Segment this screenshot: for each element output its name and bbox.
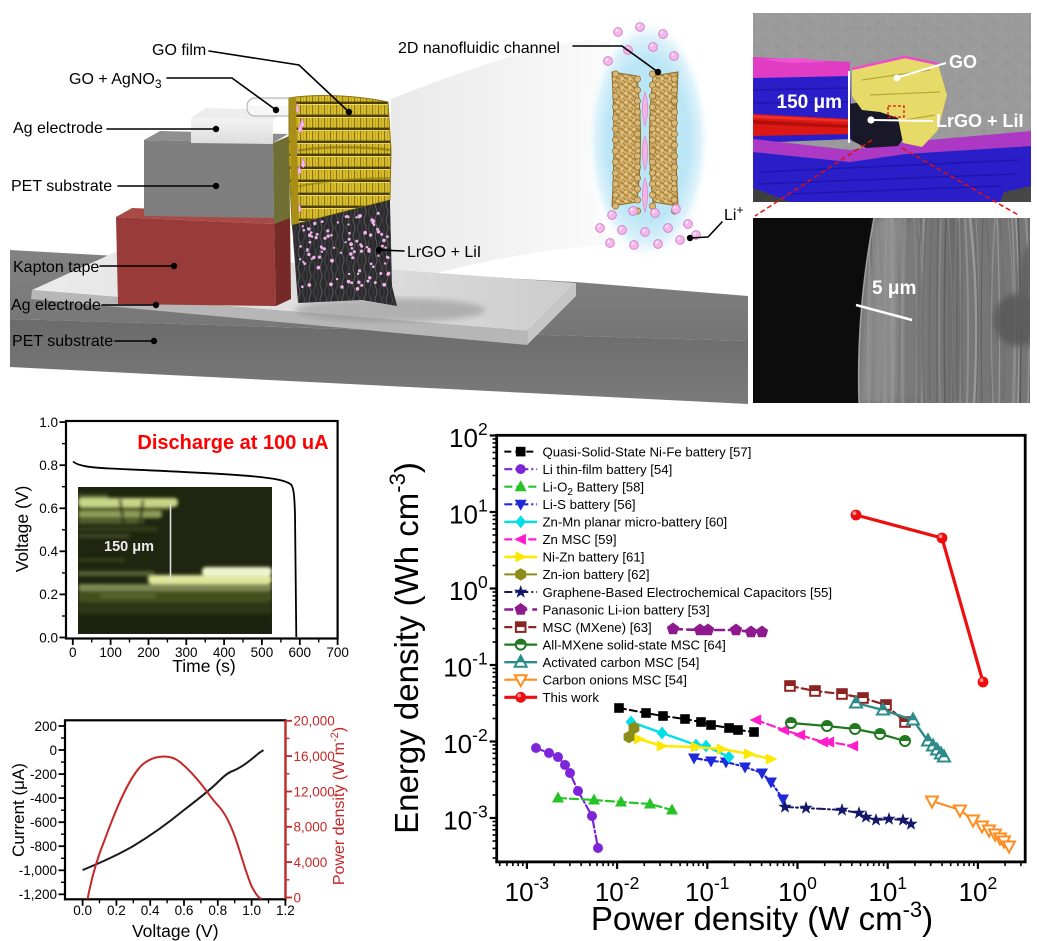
- svg-text:-200: -200: [30, 767, 57, 782]
- svg-text:-400: -400: [30, 791, 57, 806]
- svg-text:0.8: 0.8: [39, 458, 58, 473]
- svg-text:12,000: 12,000: [294, 784, 335, 799]
- svg-text:150 μm: 150 μm: [104, 539, 154, 555]
- svg-text:-600: -600: [30, 815, 57, 830]
- svg-text:1.0: 1.0: [39, 415, 58, 430]
- svg-text:1.0: 1.0: [242, 903, 261, 918]
- svg-text:Zn-ion battery [62]: Zn-ion battery [62]: [543, 567, 650, 582]
- svg-text:GO film: GO film: [152, 42, 206, 59]
- svg-text:0.6: 0.6: [39, 501, 58, 516]
- svg-text:0: 0: [69, 645, 77, 660]
- svg-text:100: 100: [99, 645, 122, 660]
- svg-text:700: 700: [326, 645, 349, 660]
- svg-text:Power density (W m-2): Power density (W m-2): [329, 727, 348, 885]
- svg-text:0.2: 0.2: [39, 587, 58, 602]
- svg-text:200: 200: [34, 719, 57, 734]
- svg-text:PET substrate: PET substrate: [12, 333, 113, 350]
- svg-text:Li-S battery [56]: Li-S battery [56]: [543, 497, 636, 512]
- svg-text:0.2: 0.2: [107, 903, 126, 918]
- svg-text:200: 200: [137, 645, 160, 660]
- svg-text:Time (s): Time (s): [172, 656, 236, 676]
- svg-text:0.4: 0.4: [141, 903, 160, 918]
- svg-text:This work: This work: [543, 690, 600, 705]
- svg-text:0: 0: [49, 743, 57, 758]
- svg-text:Ag electrode: Ag electrode: [13, 120, 103, 137]
- svg-text:Voltage (V): Voltage (V): [12, 486, 32, 573]
- svg-text:600: 600: [289, 645, 312, 660]
- svg-text:All-MXene solid-state MSC [64]: All-MXene solid-state MSC [64]: [543, 637, 726, 652]
- svg-text:Li thin-film battery [54]: Li thin-film battery [54]: [543, 462, 673, 477]
- svg-text:10-2: 10-2: [443, 725, 487, 759]
- svg-text:0.8: 0.8: [208, 903, 227, 918]
- svg-text:0.0: 0.0: [73, 903, 92, 918]
- svg-text:Quasi-Solid-State Ni-Fe batter: Quasi-Solid-State Ni-Fe battery [57]: [543, 444, 752, 459]
- svg-text:16,000: 16,000: [294, 749, 335, 764]
- svg-text:-1,000: -1,000: [19, 863, 57, 878]
- svg-text:Graphene-Based Electrochemical: Graphene-Based Electrochemical Capacitor…: [543, 585, 833, 600]
- svg-text:Power density (W cm-3): Power density (W cm-3): [591, 897, 933, 937]
- svg-text:5 μm: 5 μm: [872, 278, 916, 299]
- svg-text:LrGO + LiI: LrGO + LiI: [936, 111, 1024, 131]
- svg-text:MSC (MXene) [63]: MSC (MXene) [63]: [543, 620, 652, 635]
- svg-text:Activated carbon MSC [54]: Activated carbon MSC [54]: [543, 655, 700, 670]
- svg-text:LrGO + LiI: LrGO + LiI: [407, 244, 481, 261]
- svg-text:Kapton tape: Kapton tape: [13, 259, 99, 276]
- svg-text:PET substrate: PET substrate: [11, 178, 112, 195]
- svg-text:0.0: 0.0: [39, 630, 58, 645]
- svg-text:Ag electrode: Ag electrode: [11, 297, 101, 314]
- svg-text:Current (μA): Current (μA): [9, 763, 28, 857]
- svg-text:Voltage (V): Voltage (V): [132, 921, 219, 941]
- svg-text:Ni-Zn battery [61]: Ni-Zn battery [61]: [543, 550, 645, 565]
- svg-text:4,000: 4,000: [294, 855, 328, 870]
- svg-text:Panasonic Li-ion battery [53]: Panasonic Li-ion battery [53]: [543, 602, 710, 617]
- svg-text:8,000: 8,000: [294, 820, 328, 835]
- svg-text:1.2: 1.2: [276, 903, 295, 918]
- svg-text:150 μm: 150 μm: [777, 92, 843, 113]
- svg-text:Zn MSC [59]: Zn MSC [59]: [543, 532, 617, 547]
- svg-text:500: 500: [251, 645, 274, 660]
- svg-text:0.4: 0.4: [39, 544, 58, 559]
- svg-text:300: 300: [175, 645, 198, 660]
- svg-text:20,000: 20,000: [294, 714, 335, 729]
- svg-text:2D nanofluidic channel: 2D nanofluidic channel: [398, 40, 560, 57]
- svg-text:GO: GO: [949, 52, 977, 72]
- svg-text:0: 0: [294, 890, 302, 905]
- svg-text:0.6: 0.6: [175, 903, 194, 918]
- svg-text:400: 400: [213, 645, 236, 660]
- svg-text:GO + AgNO3: GO + AgNO3: [69, 71, 162, 91]
- svg-text:Energy density (Wh cm-3): Energy density (Wh cm-3): [385, 462, 425, 834]
- svg-text:Carbon onions MSC [54]: Carbon onions MSC [54]: [543, 673, 687, 688]
- svg-text:Discharge at 100 uA: Discharge at 100 uA: [137, 432, 328, 454]
- svg-text:-1,200: -1,200: [19, 887, 57, 902]
- svg-text:-800: -800: [30, 839, 57, 854]
- svg-text:Zn-Mn planar micro-battery [60: Zn-Mn planar micro-battery [60]: [543, 515, 728, 530]
